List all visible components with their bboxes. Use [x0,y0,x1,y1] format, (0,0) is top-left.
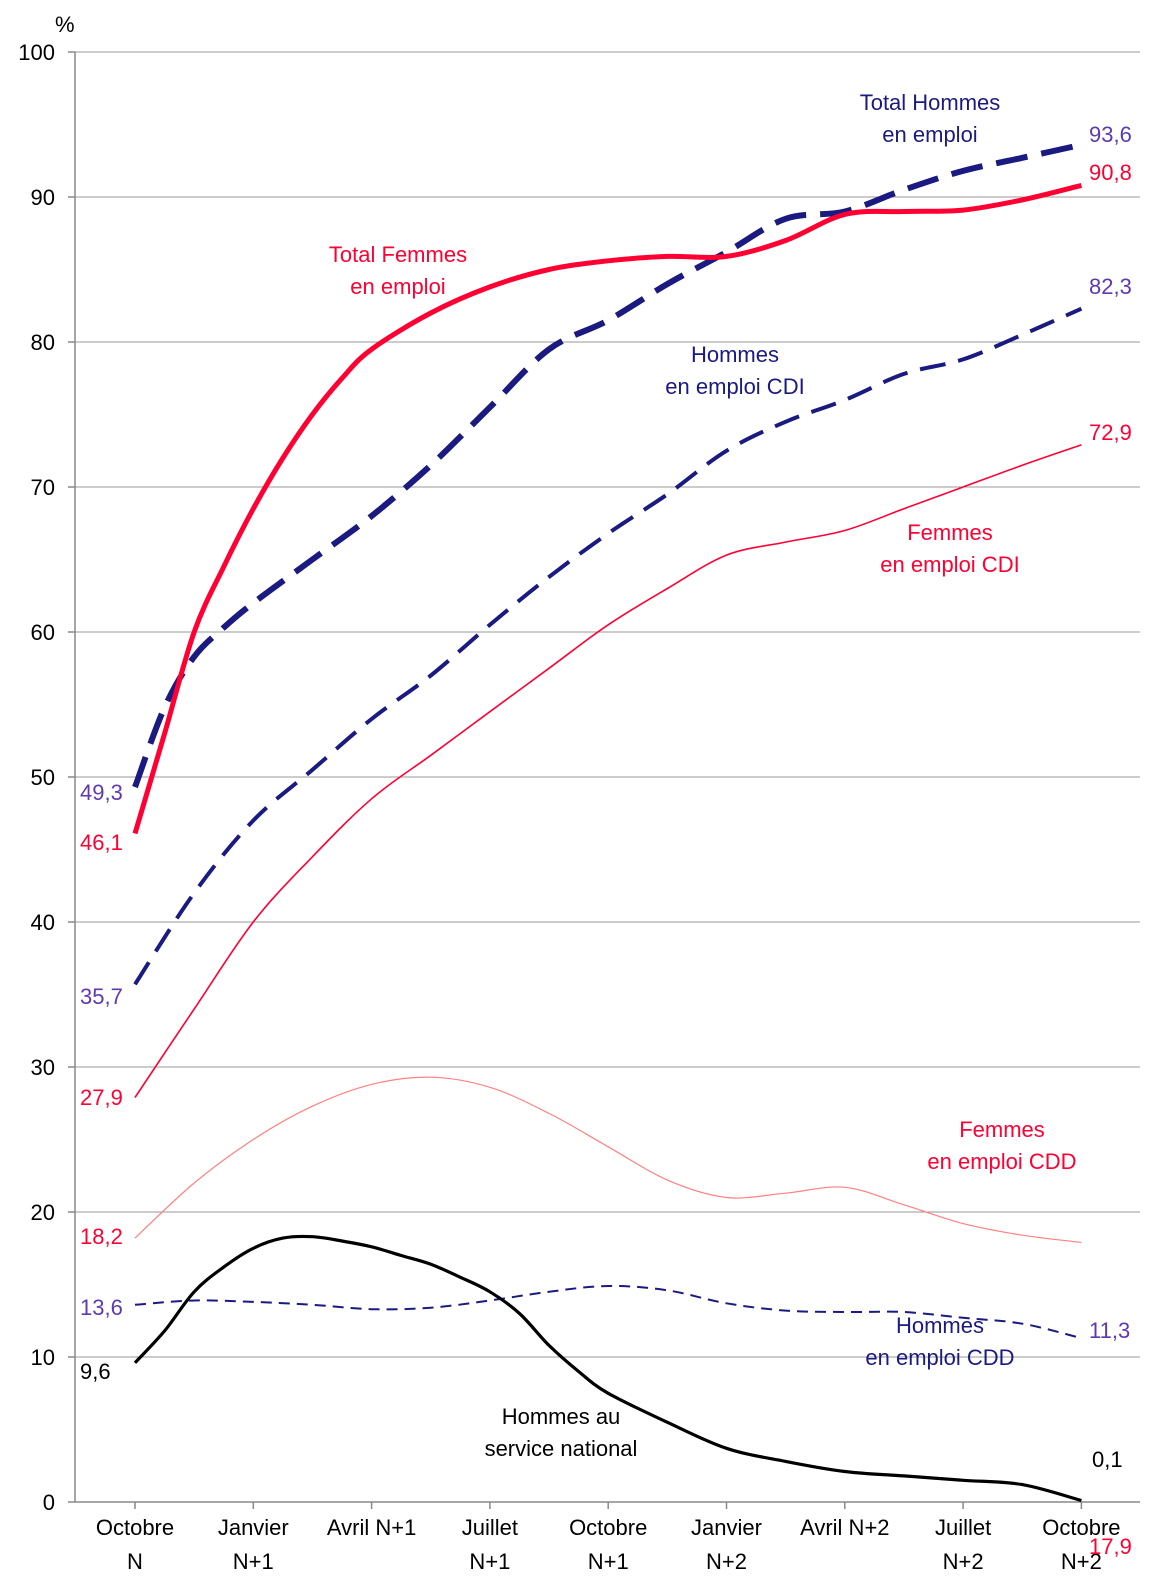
series-name-label-total-femmes: en emploi [350,274,445,299]
x-tick-label: Janvier [691,1515,762,1540]
series-name-label-service-national: service national [485,1436,638,1461]
start-value-label-hommes-cdi: 35,7 [80,984,123,1009]
x-tick-label: Octobre [96,1515,174,1540]
axes [74,52,1140,1503]
series-name-label-femmes-cdd: en emploi CDD [927,1149,1076,1174]
start-value-label-hommes-cdd: 13,6 [80,1295,123,1320]
series-name-label-femmes-cdi: en emploi CDI [880,552,1019,577]
start-value-label-femmes-cdi: 27,9 [80,1085,123,1110]
x-tick-label: N+2 [1061,1549,1102,1574]
series-line-hommes-cdi [133,306,1083,986]
end-value-label-total-hommes: 93,6 [1089,122,1132,147]
y-tick-label: 50 [31,765,55,790]
x-tick-labels: Octobre N Janvier N+1 Avril N+1 Juillet N+1 Oct… [96,1515,1121,1574]
series-name-label-hommes-cdd: Hommes [896,1313,984,1338]
y-tick-label: 20 [31,1200,55,1225]
x-tick-label: Juillet [935,1515,991,1540]
series-line-femmes-cdi [134,444,1082,1098]
series-line-service-national [133,1234,1082,1503]
y-tick-label: 60 [31,620,55,645]
x-tick-label: Avril N+2 [800,1515,889,1540]
end-value-label-femmes-cdd: 17,9 [1089,1534,1132,1559]
y-tick-label: 40 [31,910,55,935]
y-tick-label: 80 [31,330,55,355]
series-name-label-femmes-cdd: Femmes [959,1117,1045,1142]
y-tick-labels: 0 10 20 30 40 50 60 70 80 90 100 [18,40,55,1515]
series-lines [132,141,1083,1503]
x-tick-label: N+2 [706,1549,747,1574]
y-tick-label: 90 [31,185,55,210]
y-tick-label: 70 [31,475,55,500]
end-value-label-femmes-cdi: 72,9 [1089,420,1132,445]
x-tick-label: Octobre [569,1515,647,1540]
y-tick-label: 0 [43,1490,55,1515]
series-name-label-hommes-cdi: Hommes [691,342,779,367]
series-name-label-femmes-cdi: Femmes [907,520,993,545]
series-line-total-femmes [132,182,1082,835]
x-tick-label: N+1 [469,1549,510,1574]
series-name-label-total-hommes: en emploi [882,122,977,147]
x-tick-label: Janvier [218,1515,289,1540]
y-tick-label: 30 [31,1055,55,1080]
series-name-label-total-femmes: Total Femmes [329,242,467,267]
x-tick-label: N [127,1549,143,1574]
y-tick-label: 100 [18,40,55,65]
y-axis-unit-label: % [55,12,75,37]
start-value-label-femmes-cdd: 18,2 [80,1224,123,1249]
x-tick-label: Juillet [462,1515,518,1540]
series-name-label-total-hommes: Total Hommes [860,90,1001,115]
start-value-label-total-hommes: 49,3 [80,780,123,805]
start-value-label-service-national: 9,6 [80,1359,111,1384]
x-tick-label: N+1 [588,1549,629,1574]
end-value-label-service-national: 0,1 [1092,1447,1123,1472]
series-name-label-service-national: Hommes au [502,1404,621,1429]
x-tick-label: N+2 [943,1549,984,1574]
series-line-hommes-cdd [134,1284,1082,1340]
end-value-label-hommes-cdd: 11,3 [1089,1318,1130,1343]
end-value-label-hommes-cdi: 82,3 [1089,274,1132,299]
series-line-femmes-cdd [134,1076,1082,1244]
series-labels: 49,3 93,6 Total Hommes en emploi 46,1 90,8 Tot… [80,90,1132,1559]
x-tick-label: N+1 [233,1549,274,1574]
x-tick-label: Octobre [1042,1515,1120,1540]
y-tick-label: 10 [31,1345,55,1370]
start-value-label-total-femmes: 46,1 [80,830,123,855]
series-line-total-hommes [132,141,1083,789]
series-name-label-hommes-cdi: en emploi CDI [665,374,804,399]
series-name-label-hommes-cdd: en emploi CDD [865,1345,1014,1370]
x-tick-label: Avril N+1 [327,1515,416,1540]
end-value-label-total-femmes: 90,8 [1089,160,1132,185]
